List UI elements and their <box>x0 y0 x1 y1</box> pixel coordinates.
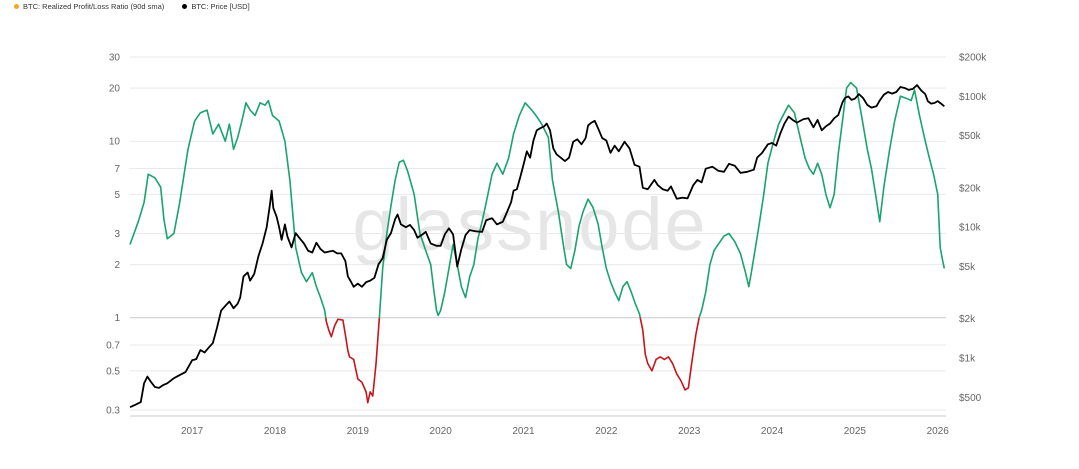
x-tick-label: 2017 <box>181 426 204 437</box>
ratio-line-segment-below-1 <box>324 317 381 404</box>
y-right-tick-label: $2k <box>959 314 976 325</box>
ratio-line-segment-above-1 <box>698 81 946 318</box>
y-right-tick-label: $5k <box>959 262 976 273</box>
legend-price-dot-icon <box>182 4 188 9</box>
x-tick-label: 2025 <box>844 426 867 437</box>
y-right-tick-label: $200k <box>959 53 987 64</box>
y-left-tick-label: 3 <box>114 229 120 240</box>
legend: BTC: Realized Profit/Loss Ratio (90d sma… <box>14 2 250 11</box>
y-left-tick-label: 0.3 <box>106 406 120 417</box>
watermark-text: glassnode <box>352 183 707 266</box>
y-left-tick-label: 2 <box>114 260 120 271</box>
x-tick-label: 2023 <box>678 426 701 437</box>
legend-item-ratio[interactable]: BTC: Realized Profit/Loss Ratio (90d sma… <box>14 2 164 11</box>
x-tick-label: 2018 <box>264 426 287 437</box>
ratio-line-segment-below-1 <box>639 317 700 391</box>
legend-price-label: BTC: Price [USD] <box>191 2 250 11</box>
legend-ratio-dot-icon <box>14 4 19 9</box>
y-right-tick-label: $50k <box>959 131 982 142</box>
legend-ratio-label: BTC: Realized Profit/Loss Ratio (90d sma… <box>23 2 165 11</box>
x-tick-label: 2021 <box>512 426 535 437</box>
y-left-tick-label: 0.7 <box>106 341 120 352</box>
y-left-tick-label: 0.5 <box>106 366 120 377</box>
legend-item-price[interactable]: BTC: Price [USD] <box>182 2 250 11</box>
y-left-tick-label: 30 <box>109 53 121 64</box>
y-right-tick-label: $1k <box>959 353 976 364</box>
ratio-line-segment-above-1 <box>129 99 327 318</box>
x-tick-label: 2026 <box>927 426 950 437</box>
x-tick-label: 2024 <box>761 426 784 437</box>
x-tick-label: 2020 <box>430 426 453 437</box>
ratio-line-segment-above-1 <box>378 102 642 318</box>
y-right-tick-label: $500 <box>959 393 982 404</box>
y-left-tick-label: 1 <box>114 313 120 324</box>
y-left-tick-label: 10 <box>109 137 121 148</box>
price-line <box>129 84 945 409</box>
x-tick-label: 2022 <box>595 426 618 437</box>
y-left-tick-label: 7 <box>114 164 120 175</box>
y-right-tick-label: $20k <box>959 183 982 194</box>
x-tick-label: 2019 <box>347 426 370 437</box>
y-left-tick-label: 20 <box>109 84 121 95</box>
y-left-tick-label: 5 <box>114 190 120 201</box>
y-right-tick-label: $10k <box>959 223 982 234</box>
y-right-tick-label: $100k <box>959 92 987 103</box>
